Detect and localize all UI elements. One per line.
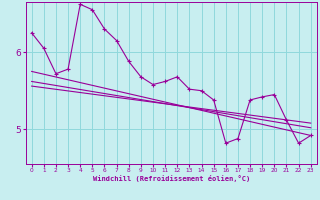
X-axis label: Windchill (Refroidissement éolien,°C): Windchill (Refroidissement éolien,°C) (92, 175, 250, 182)
